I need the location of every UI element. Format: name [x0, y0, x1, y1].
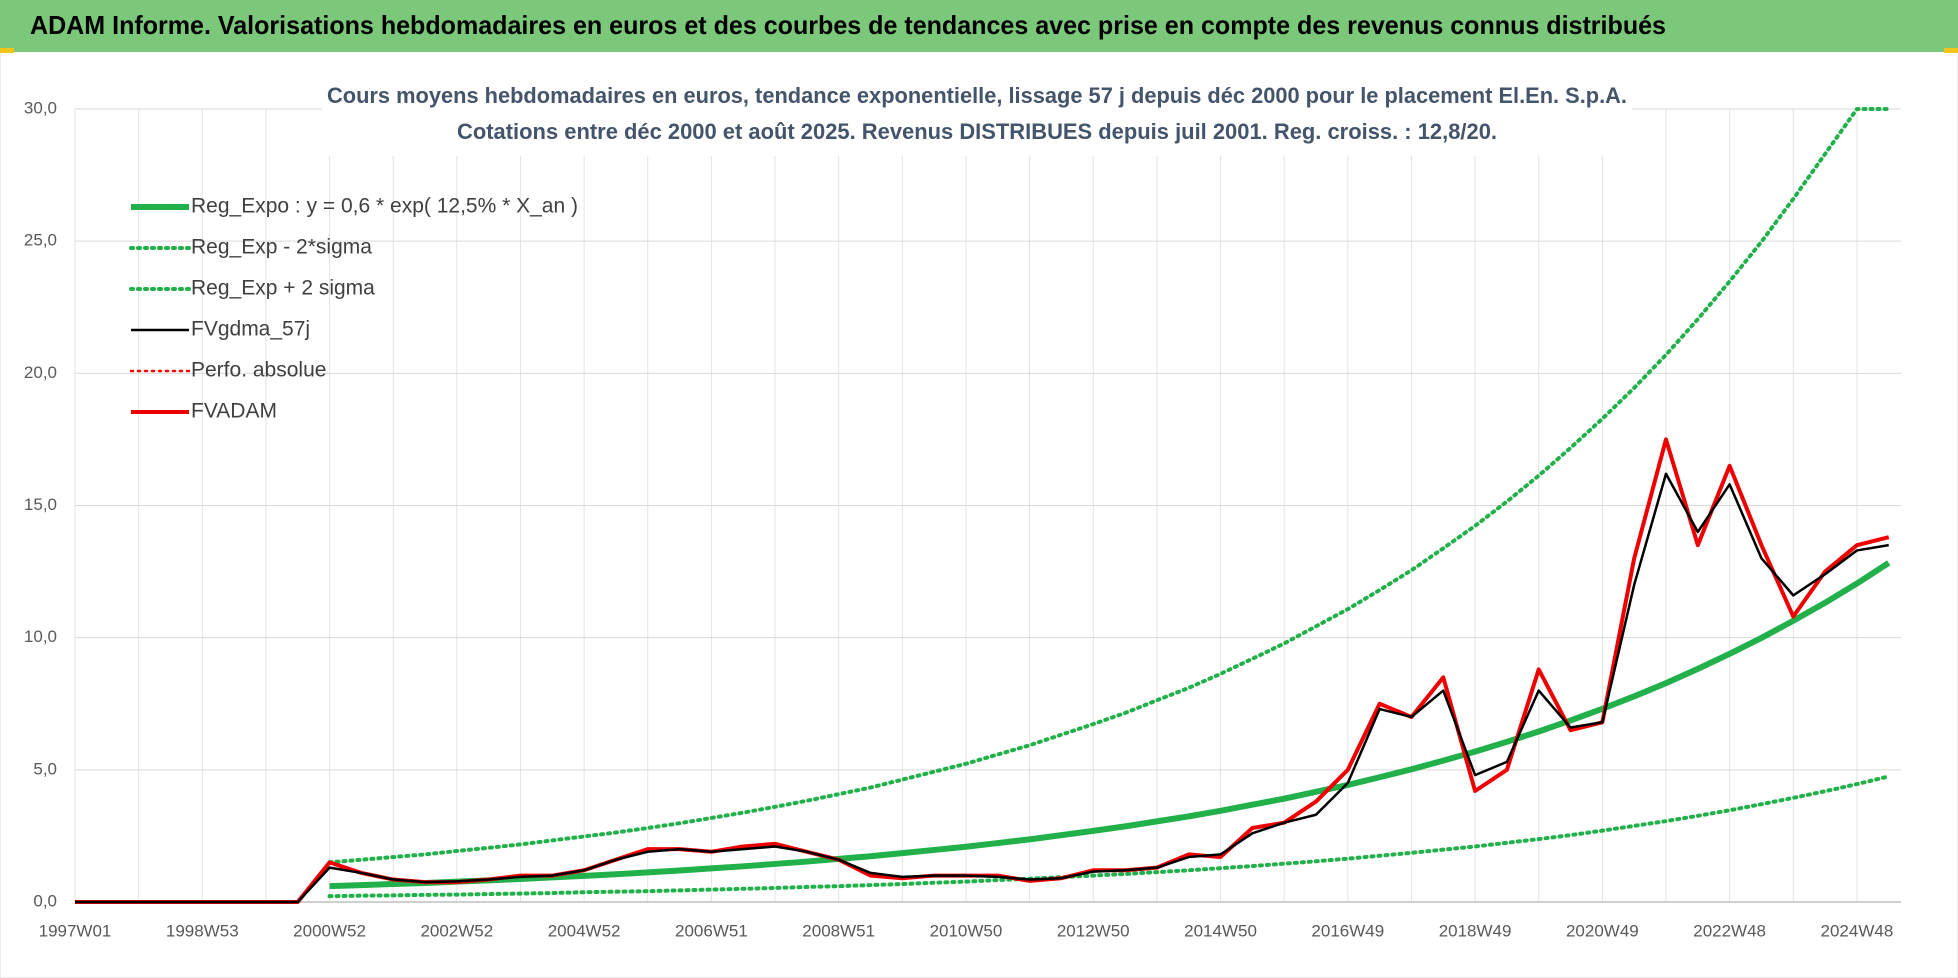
- chart-title: Cours moyens hebdomadaires en euros, ten…: [327, 83, 1627, 108]
- legend-label: FVgdma_57j: [191, 318, 310, 341]
- legend-label: Perfo. absolue: [191, 359, 326, 382]
- y-tick-label: 20,0: [24, 363, 57, 382]
- header-bar: [0, 0, 1958, 52]
- x-tick-label: 2020W49: [1566, 921, 1639, 940]
- x-tick-label: 2022W48: [1693, 921, 1766, 940]
- plot-lines: [75, 107, 1891, 904]
- x-tick-label: 1998W53: [166, 921, 239, 940]
- y-tick-label: 25,0: [24, 231, 57, 250]
- x-tick-label: 2002W52: [420, 921, 493, 940]
- series-line: [327, 107, 1891, 865]
- legend-label: Reg_Exp - 2*sigma: [191, 236, 372, 259]
- y-tick-label: 0,0: [33, 891, 57, 910]
- legend-label: Reg_Exp + 2 sigma: [191, 277, 375, 300]
- corner-mark: [0, 48, 14, 53]
- series-line: [329, 560, 1891, 890]
- legend: Reg_Expo : y = 0,6 * exp( 12,5% * X_an )…: [129, 195, 578, 423]
- x-tick-label: 2006W51: [675, 921, 748, 940]
- x-tick-label: 2008W51: [802, 921, 875, 940]
- series-line: [327, 774, 1891, 899]
- x-tick-label: 2024W48: [1821, 921, 1894, 940]
- x-tick-label: 2000W52: [293, 921, 366, 940]
- header-title: ADAM Informe. Valorisations hebdomadaire…: [30, 10, 1666, 40]
- title-background: [322, 78, 1632, 156]
- legend-label: Reg_Expo : y = 0,6 * exp( 12,5% * X_an ): [191, 195, 578, 218]
- x-tick-label: 2016W49: [1311, 921, 1384, 940]
- chart-subtitle: Cotations entre déc 2000 et août 2025. R…: [457, 119, 1497, 144]
- x-tick-label: 2014W50: [1184, 921, 1257, 940]
- series-line: [75, 472, 1889, 904]
- corner-mark: [1944, 48, 1958, 53]
- x-tick-label: 2004W52: [548, 921, 621, 940]
- y-tick-label: 10,0: [24, 627, 57, 646]
- legend-label: FVADAM: [191, 400, 277, 423]
- x-tick-label: 2018W49: [1439, 921, 1512, 940]
- y-tick-label: 30,0: [24, 98, 57, 117]
- x-tick-label: 2012W50: [1057, 921, 1130, 940]
- x-tick-label: 2010W50: [930, 921, 1003, 940]
- y-tick-label: 5,0: [33, 759, 57, 778]
- x-tick-label: 1997W01: [39, 921, 112, 940]
- y-tick-label: 15,0: [24, 495, 57, 514]
